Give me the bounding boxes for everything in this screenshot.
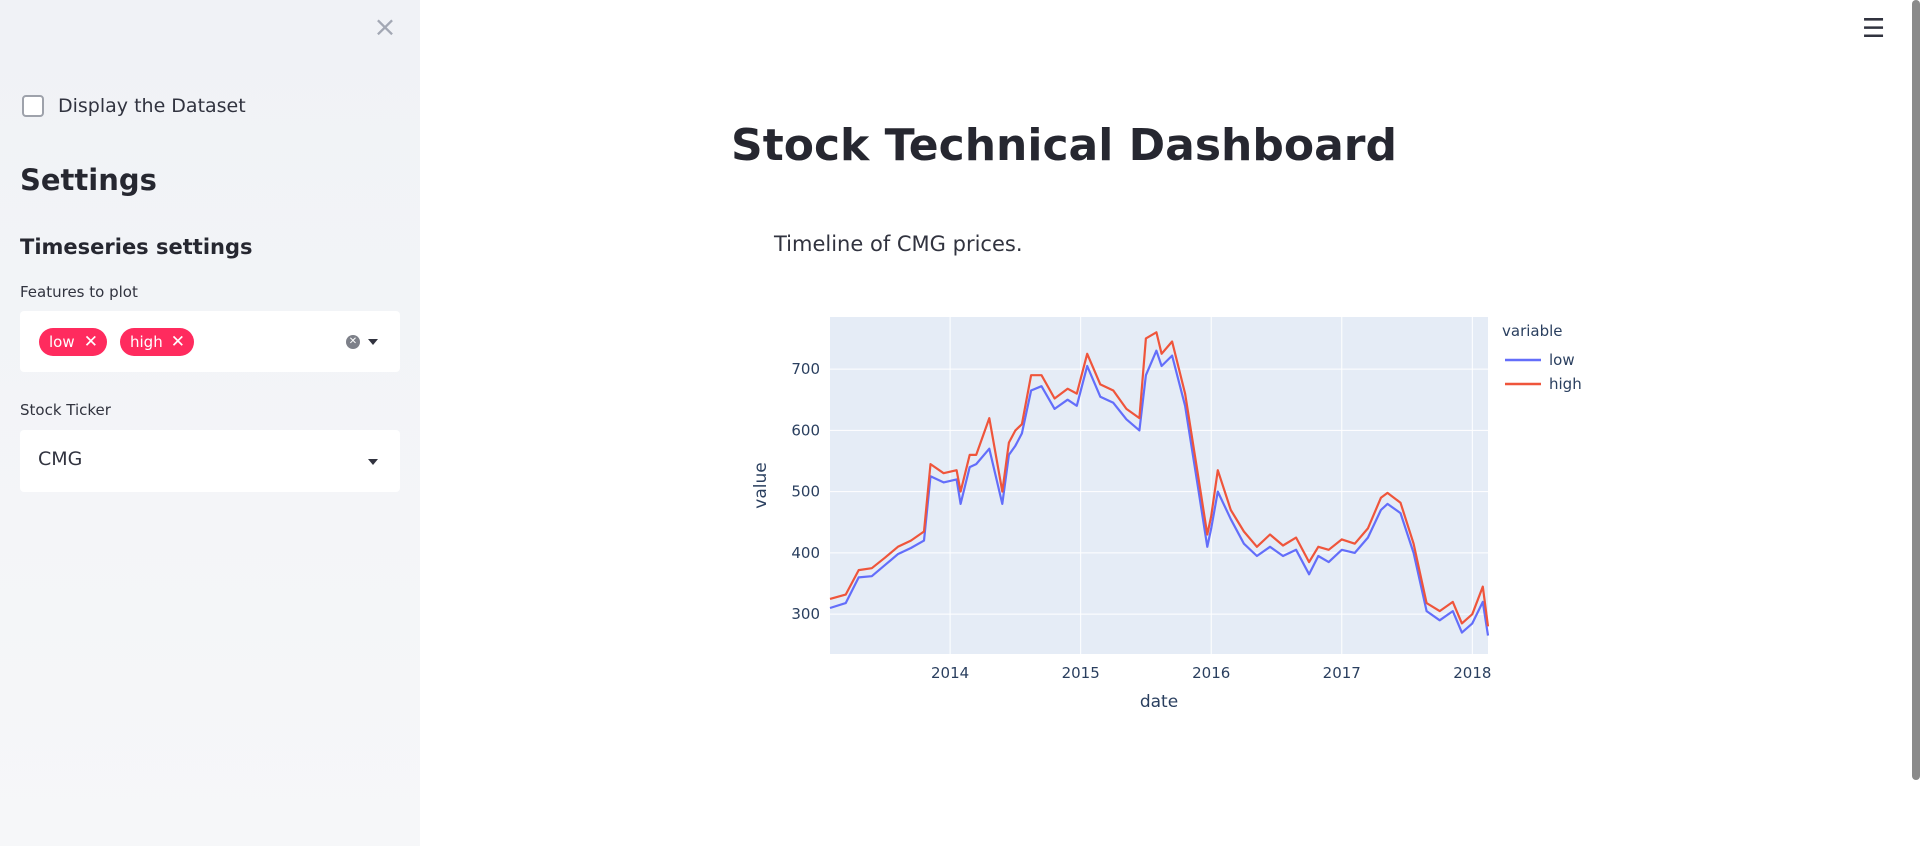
tag-label: low: [49, 333, 75, 351]
legend-label-high: high: [1549, 375, 1582, 393]
series-line-low: [829, 349, 1490, 636]
plot-background: [830, 317, 1488, 654]
close-sidebar-icon[interactable]: ×: [373, 10, 397, 43]
ticker-select[interactable]: CMG: [20, 430, 400, 492]
chart-container[interactable]: 300 400 500 600 700 2014 2015 2016 2017 2018 date v…: [740, 300, 1620, 720]
remove-tag-icon[interactable]: ✕: [170, 332, 185, 352]
x-tick-label: 2015: [1062, 664, 1100, 682]
tag-high[interactable]: high ✕: [120, 328, 194, 356]
x-tick-label: 2017: [1323, 664, 1361, 682]
sidebar: × Display the Dataset Settings Timeserie…: [0, 0, 420, 846]
clear-all-icon[interactable]: ✕: [346, 335, 360, 349]
chart-caption: Timeline of CMG prices.: [774, 232, 1023, 256]
y-tick-label: 400: [791, 544, 820, 562]
settings-heading: Settings: [20, 163, 157, 197]
x-tick-label: 2014: [931, 664, 969, 682]
display-dataset-checkbox[interactable]: Display the Dataset: [22, 95, 246, 117]
x-axis-label: date: [1140, 692, 1178, 712]
chevron-down-icon[interactable]: [368, 459, 378, 465]
features-multiselect[interactable]: low ✕ high ✕ ✕: [20, 311, 400, 372]
legend-label-low: low: [1549, 351, 1575, 369]
x-tick-label: 2016: [1192, 664, 1230, 682]
chevron-down-icon[interactable]: [368, 339, 378, 345]
checkbox-icon[interactable]: [22, 95, 44, 117]
timeseries-settings-heading: Timeseries settings: [20, 235, 253, 259]
remove-tag-icon[interactable]: ✕: [83, 332, 98, 352]
line-chart[interactable]: 300 400 500 600 700 2014 2015 2016 2017 2018 date v…: [740, 300, 1620, 720]
display-dataset-label: Display the Dataset: [58, 95, 246, 117]
x-tick-label: 2018: [1453, 664, 1491, 682]
y-axis-label: value: [751, 462, 771, 508]
tag-label: high: [130, 333, 163, 351]
scrollbar[interactable]: [1912, 0, 1920, 780]
page-title: Stock Technical Dashboard: [731, 120, 1397, 171]
tag-low[interactable]: low ✕: [39, 328, 107, 356]
y-tick-label: 500: [791, 483, 820, 501]
hamburger-menu-icon[interactable]: ☰: [1862, 14, 1886, 44]
legend-title: variable: [1502, 322, 1563, 340]
series-line-high: [829, 331, 1490, 627]
ticker-value: CMG: [38, 448, 83, 470]
y-tick-label: 700: [791, 360, 820, 378]
features-label: Features to plot: [20, 283, 138, 301]
y-tick-label: 600: [791, 421, 820, 439]
y-tick-label: 300: [791, 605, 820, 623]
ticker-label: Stock Ticker: [20, 401, 111, 419]
